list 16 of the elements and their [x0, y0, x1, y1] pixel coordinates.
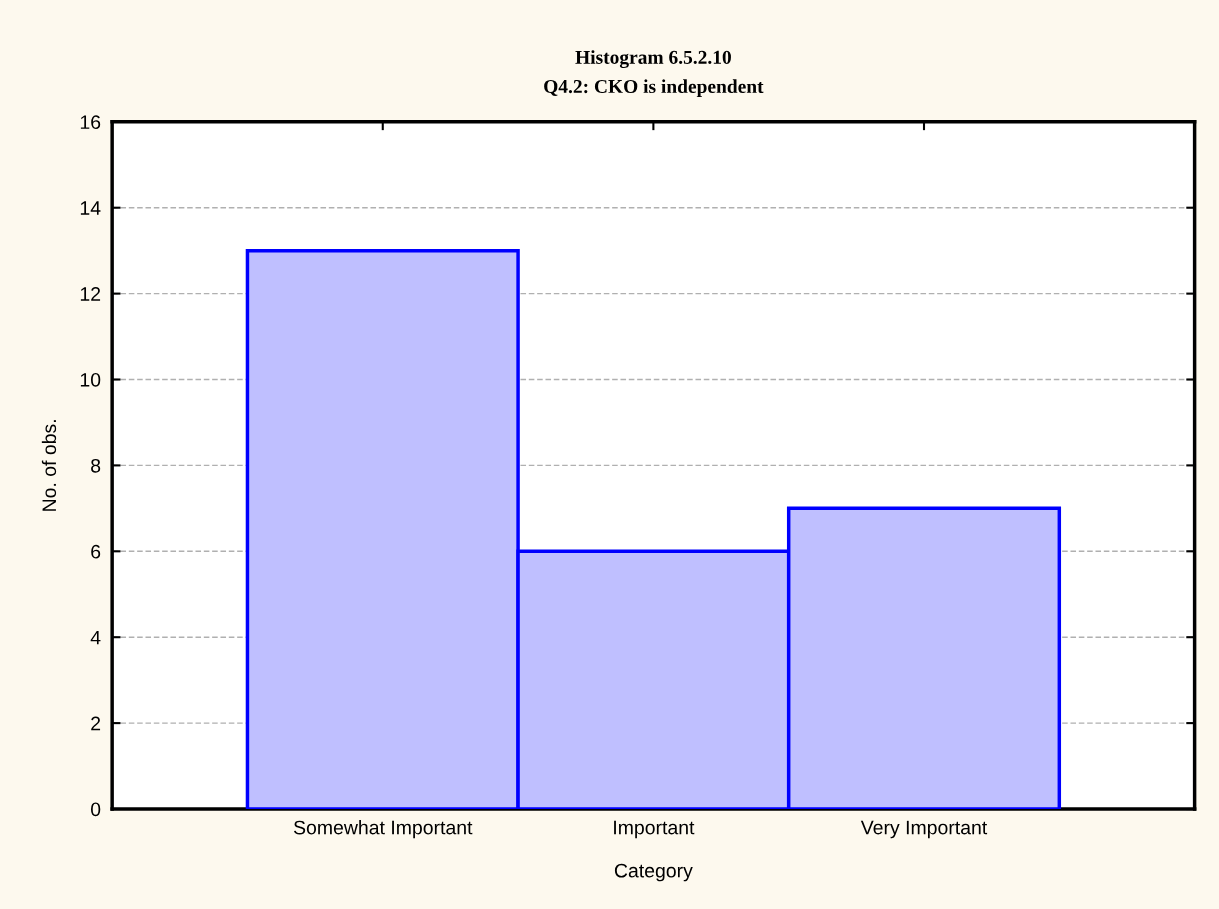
y-tick-label: 10 — [80, 372, 101, 387]
y-tick-label: 2 — [91, 716, 101, 731]
x-tick-label: Very Important — [860, 820, 988, 839]
y-tick-label: 8 — [91, 458, 101, 473]
y-tick-label: 4 — [90, 630, 101, 645]
x-axis-title: Category — [614, 863, 693, 882]
y-tick-label: 6 — [91, 544, 101, 559]
y-tick-label: 12 — [80, 287, 101, 301]
y-axis-title: No. of obs. — [41, 420, 57, 511]
chart-title: Histogram 6.5.2.10 — [575, 50, 731, 68]
chart-subtitle: Q4.2: CKO is independent — [544, 79, 764, 97]
x-tick-label: Somewhat Important — [293, 820, 473, 839]
x-tick-label: Important — [614, 820, 695, 839]
y-tick-label: 14 — [80, 201, 101, 215]
y-tick-label: 0 — [90, 802, 101, 817]
y-tick-label: 16 — [80, 115, 101, 130]
